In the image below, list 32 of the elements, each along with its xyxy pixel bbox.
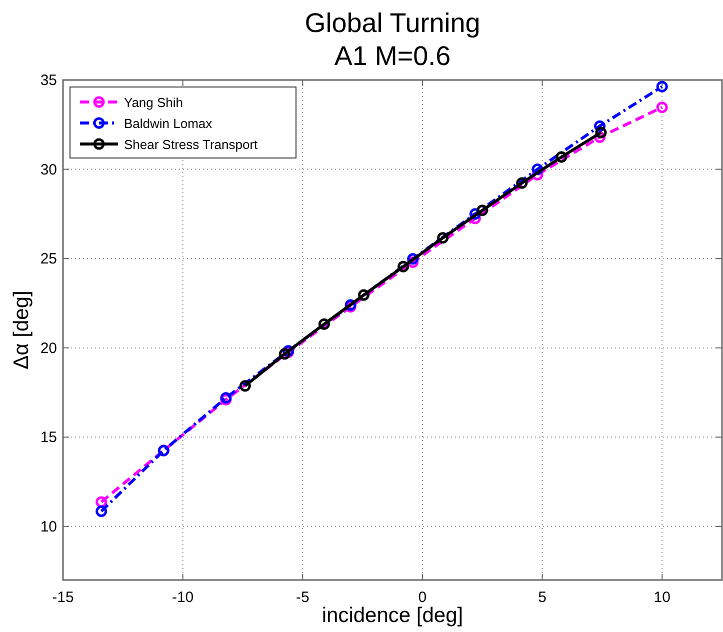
point — [516, 177, 528, 189]
x-tick-label: -15 — [52, 589, 74, 606]
x-tick-label: 5 — [538, 589, 546, 606]
point — [437, 232, 449, 244]
x-tick-label: 0 — [418, 589, 427, 606]
point — [656, 102, 668, 114]
y-tick-label: 30 — [40, 161, 57, 178]
y-tick-label: 15 — [40, 429, 57, 446]
x-axis-title: incidence [deg] — [322, 604, 464, 627]
y-tick-label: 20 — [40, 340, 57, 357]
legend-label: Baldwin Lomax — [124, 116, 213, 131]
point — [239, 380, 251, 392]
chart-title: Global Turning — [304, 8, 480, 38]
point — [278, 348, 290, 360]
y-tick-label: 25 — [40, 250, 57, 268]
legend-label: Shear Stress Transport — [124, 137, 258, 152]
point — [318, 318, 330, 330]
x-tick-label: 10 — [654, 589, 670, 606]
point — [358, 289, 370, 301]
y-tick-label: 35 — [40, 72, 57, 89]
point — [656, 80, 668, 92]
point — [398, 260, 410, 272]
x-tick-label: -5 — [296, 589, 310, 606]
legend-label: Yang Shih — [124, 95, 184, 110]
point — [595, 126, 607, 138]
x-tick-label: -10 — [172, 589, 194, 606]
y-axis-title: Δα [deg] — [10, 290, 33, 370]
point — [476, 204, 488, 216]
point — [96, 506, 108, 517]
point — [556, 151, 568, 163]
chart-subtitle: A1 M=0.6 — [334, 41, 451, 71]
y-tick-label: 10 — [40, 518, 57, 536]
